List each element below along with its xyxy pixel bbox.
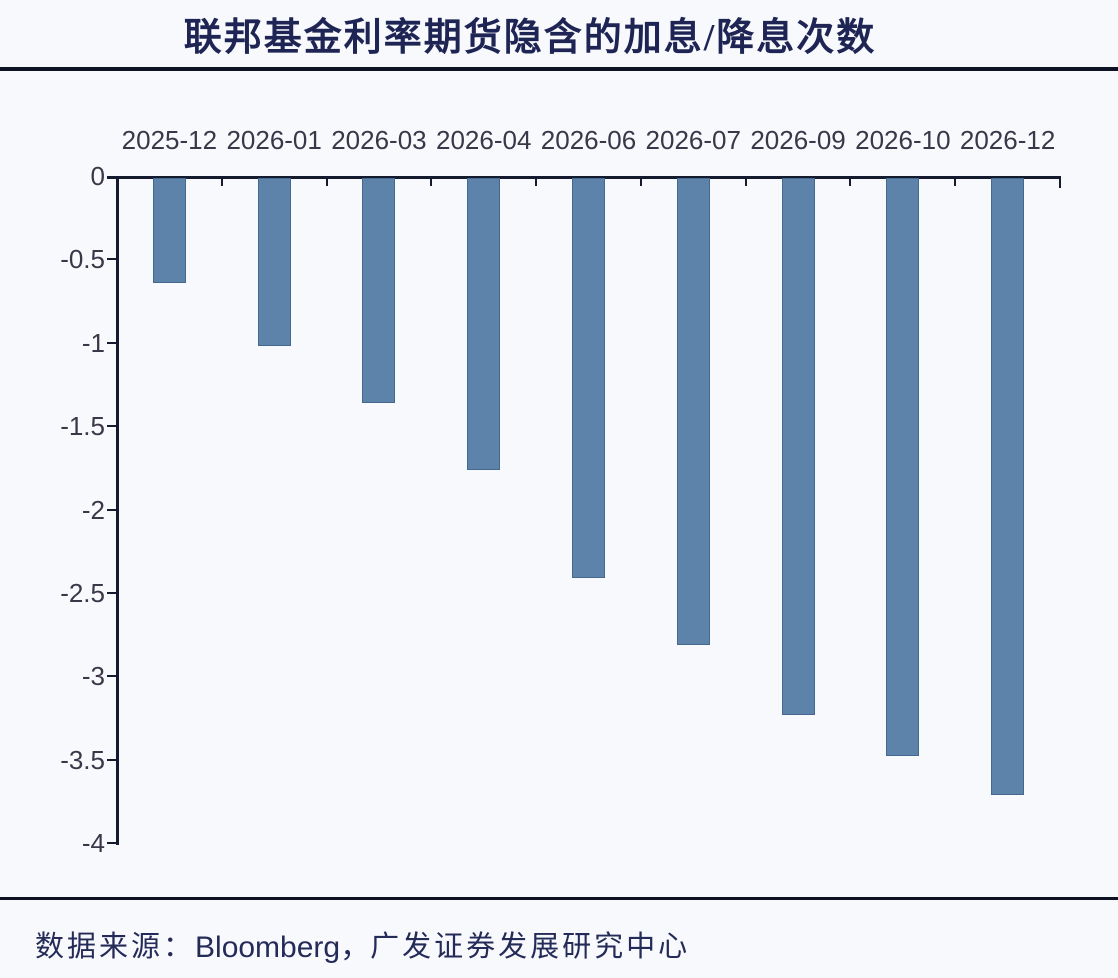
- y-axis-tick: [107, 425, 117, 428]
- source-note: 数据来源： Bloomberg， 广发证券发展研究中心: [35, 918, 690, 970]
- y-axis-label: -3: [81, 661, 105, 692]
- bar-2026-04: [467, 178, 501, 470]
- y-axis-label: -1: [81, 327, 105, 358]
- y-axis-tick: [107, 258, 117, 261]
- x-axis-label: 2026-01: [226, 125, 322, 155]
- source-note-institution: 广发证券发展研究中心: [370, 931, 691, 963]
- y-axis-label: -4: [81, 828, 105, 859]
- title-band: 联邦基金利率期货隐含的加息/降息次数: [0, 0, 1060, 67]
- x-axis-tick: [639, 176, 642, 186]
- x-axis-label: 2025-12: [121, 125, 218, 155]
- bar-2026-07: [676, 178, 710, 645]
- bar-2026-12: [991, 178, 1025, 795]
- bar-2026-01: [257, 178, 291, 347]
- bar-2026-03: [362, 178, 396, 403]
- x-axis-label: 2026-07: [645, 125, 741, 155]
- x-axis-line: [107, 176, 1060, 179]
- x-axis-tick: [116, 176, 118, 186]
- bar-2025-12: [152, 178, 186, 283]
- y-axis-tick: [107, 341, 117, 344]
- x-axis-label: 2026-03: [331, 125, 427, 155]
- y-axis-label: -2: [81, 494, 105, 525]
- chart-title: 联邦基金利率期货隐含的加息/降息次数: [183, 17, 877, 59]
- y-axis-label: -1.5: [60, 411, 105, 442]
- y-axis-label: -0.5: [60, 244, 105, 275]
- x-axis-tick: [430, 176, 433, 186]
- title-underline: [0, 67, 1118, 71]
- x-axis-label: 2026-10: [855, 125, 951, 155]
- x-axis-label: 2026-12: [959, 125, 1056, 155]
- x-axis-tick: [535, 176, 538, 186]
- y-axis-tick: [107, 508, 117, 511]
- y-axis-line: [116, 176, 119, 846]
- x-axis-tick: [849, 176, 852, 186]
- bar-2026-09: [781, 178, 815, 715]
- x-axis-label: 2026-06: [540, 125, 637, 155]
- x-axis-tick: [954, 176, 957, 186]
- source-note-prefix: 数据来源：: [35, 931, 196, 963]
- footer-divider: [0, 897, 1118, 900]
- x-axis-tick: [220, 176, 223, 186]
- y-axis-tick: [107, 842, 117, 845]
- bar-2026-06: [572, 178, 605, 578]
- y-axis-tick: [107, 675, 117, 678]
- x-axis-label: 2026-09: [750, 125, 846, 155]
- y-axis-label: 0: [90, 161, 105, 191]
- source-note-bloomberg: Bloomberg，: [195, 931, 371, 964]
- y-axis-label: -2.5: [60, 578, 105, 608]
- x-axis-label: 2026-04: [436, 125, 532, 155]
- x-axis-tick: [1059, 176, 1061, 188]
- y-axis-tick: [107, 592, 117, 594]
- y-axis-tick: [107, 758, 117, 761]
- y-axis-label: -3.5: [60, 744, 105, 775]
- x-axis-tick: [325, 176, 328, 186]
- bar-2026-10: [886, 178, 920, 757]
- x-axis-tick: [744, 176, 747, 186]
